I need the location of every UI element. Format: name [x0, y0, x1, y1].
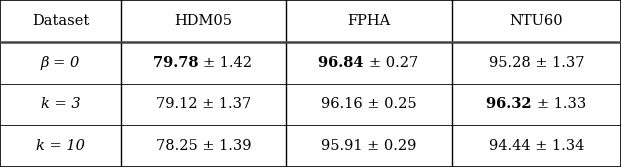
Text: ± 0.27: ± 0.27	[369, 56, 418, 70]
Text: 96.84: 96.84	[318, 56, 369, 70]
Text: NTU60: NTU60	[510, 14, 563, 28]
Text: 79.12 ± 1.37: 79.12 ± 1.37	[156, 97, 251, 111]
Text: 78.25 ± 1.39: 78.25 ± 1.39	[156, 139, 251, 153]
Text: Dataset: Dataset	[32, 14, 89, 28]
Text: k = 3: k = 3	[41, 97, 80, 111]
Text: ± 1.33: ± 1.33	[537, 97, 586, 111]
Text: 95.28 ± 1.37: 95.28 ± 1.37	[489, 56, 584, 70]
Text: 94.44 ± 1.34: 94.44 ± 1.34	[489, 139, 584, 153]
Text: 96.16 ± 0.25: 96.16 ± 0.25	[321, 97, 417, 111]
Text: 95.91 ± 0.29: 95.91 ± 0.29	[321, 139, 417, 153]
Text: 96.32: 96.32	[486, 97, 537, 111]
Text: ± 1.42: ± 1.42	[204, 56, 252, 70]
Text: 79.78: 79.78	[153, 56, 204, 70]
Text: FPHA: FPHA	[347, 14, 391, 28]
Text: HDM05: HDM05	[175, 14, 232, 28]
Text: k = 10: k = 10	[36, 139, 85, 153]
Text: β = 0: β = 0	[41, 56, 80, 70]
